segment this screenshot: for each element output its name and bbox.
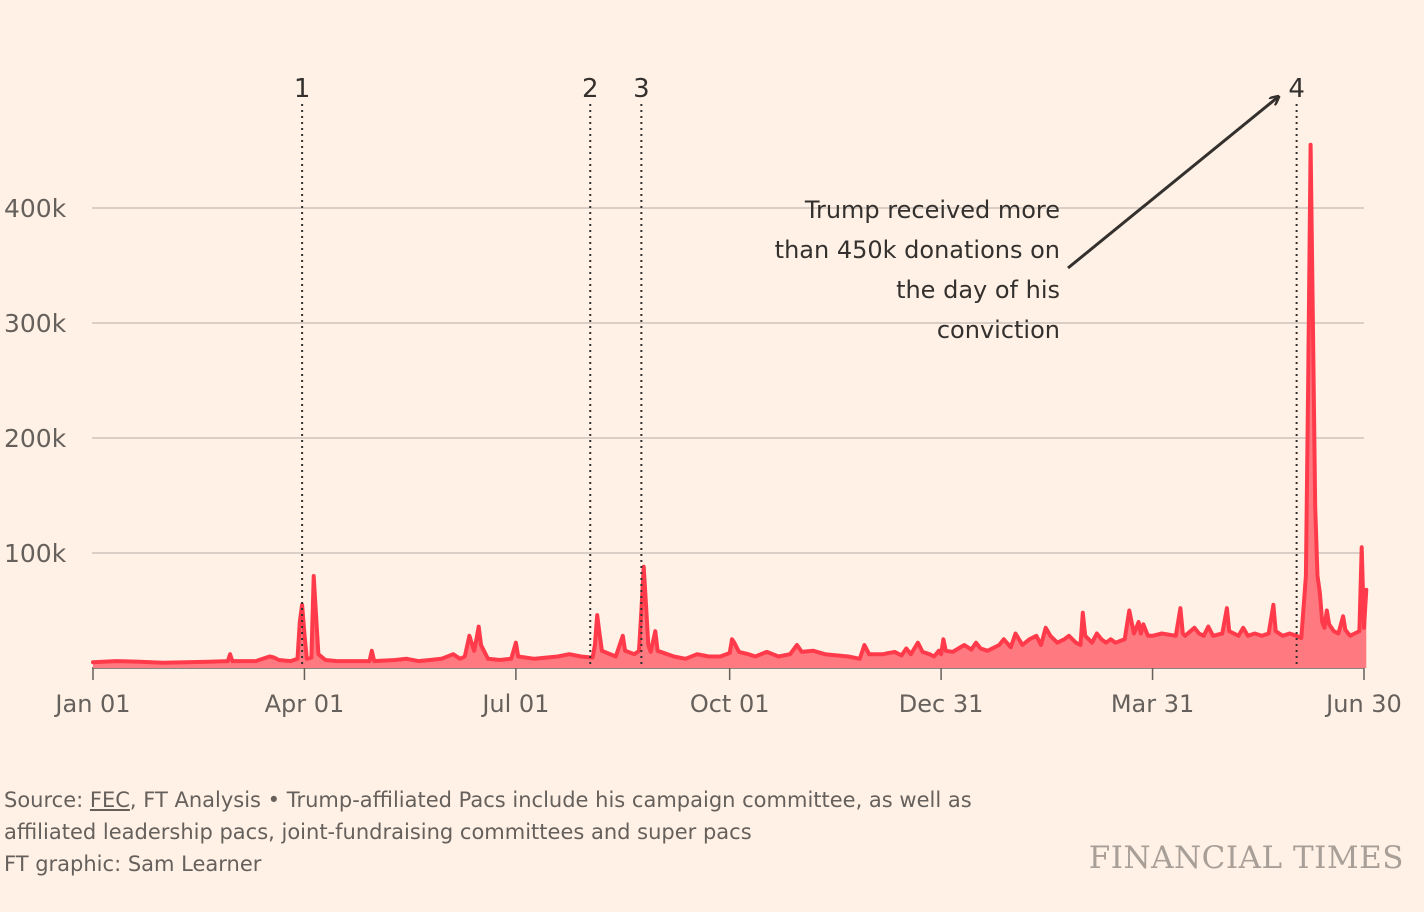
y-tick-label: 100k <box>4 539 67 568</box>
annotation-line: Trump received more <box>804 196 1060 224</box>
x-tick-label: Jul 01 <box>480 690 549 718</box>
event-marker-label: 4 <box>1288 74 1305 104</box>
series-layer <box>91 142 1369 669</box>
x-tick-label: Mar 31 <box>1111 690 1194 718</box>
event-marker-label: 3 <box>633 74 650 104</box>
annotation-line: the day of his <box>896 276 1060 304</box>
chart: 400k 300k 200k 100k Jan 01 Apr 01 Jul 01 Oct 0… <box>4 74 1402 718</box>
series-line <box>91 142 1369 665</box>
source-note-line2: affiliated leadership pacs, joint-fundra… <box>4 820 752 844</box>
graphic-credit: FT graphic: Sam Learner <box>4 852 262 876</box>
annotation: Trump received more than 450k donations o… <box>775 97 1278 344</box>
event-marker-label: 1 <box>294 74 311 104</box>
y-axis: 400k 300k 200k 100k <box>4 194 67 568</box>
annotation-arrow <box>1067 97 1278 270</box>
series-area <box>93 144 1367 669</box>
y-tick-label: 200k <box>4 424 67 453</box>
chart-footer: Source: FEC, FT Analysis • Trump-affilia… <box>4 784 1004 880</box>
ft-logo: FINANCIAL TIMES <box>1088 840 1404 876</box>
gridlines <box>92 207 1364 669</box>
x-tick-label: Oct 01 <box>690 690 770 718</box>
annotation-line: than 450k donations on <box>775 236 1060 264</box>
x-axis: Jan 01 Apr 01 Jul 01 Oct 01 Dec 31 Mar 31 Jun … <box>53 668 1402 718</box>
event-markers: 1 2 3 4 <box>294 74 1305 668</box>
x-tick-label: Apr 01 <box>265 690 345 718</box>
event-marker-label: 2 <box>582 74 599 104</box>
source-note: Source: FEC, FT Analysis • Trump-affilia… <box>4 784 1004 816</box>
source-rest: , FT Analysis • Trump-affiliated Pacs in… <box>129 788 972 812</box>
x-tick-label: Jun 30 <box>1324 690 1402 718</box>
fec-link[interactable]: FEC <box>89 788 130 812</box>
y-tick-label: 400k <box>4 194 67 223</box>
y-tick-label: 300k <box>4 309 67 338</box>
annotation-line: conviction <box>937 316 1060 344</box>
source-prefix: Source: <box>4 788 90 812</box>
x-tick-label: Jan 01 <box>53 690 130 718</box>
x-tick-label: Dec 31 <box>899 690 984 718</box>
